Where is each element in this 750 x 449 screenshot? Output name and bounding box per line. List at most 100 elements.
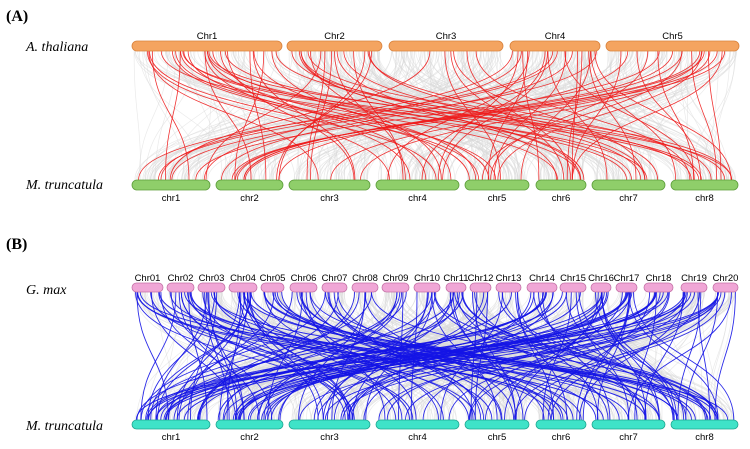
b-background-link: [610, 291, 724, 421]
a-bottom-chr-label-chr7: chr7: [619, 193, 637, 204]
b-syntenic-link: [628, 291, 719, 421]
b-bottom-chr-bar-chr5: [464, 419, 530, 430]
a-background-link: [208, 50, 227, 181]
b-syntenic-link: [222, 291, 398, 421]
b-syntenic-link: [140, 291, 326, 421]
a-bottom-chr-bar-chr7: [591, 179, 666, 191]
a-background-link: [133, 50, 142, 181]
b-top-chr-bar-chr18: [643, 282, 674, 293]
b-top-chr-label-chr08: Chr08: [352, 273, 378, 284]
a-syntenic-link: [497, 50, 702, 181]
a-syntenic-link: [310, 50, 332, 181]
b-top-chr-bar-chr04: [228, 282, 258, 293]
b-top-chr-bar-chr03: [197, 282, 226, 293]
b-top-chr-label-chr18: Chr18: [646, 273, 672, 284]
a-syntenic-link: [182, 50, 700, 181]
a-background-link: [270, 50, 353, 181]
a-syntenic-link: [138, 50, 554, 181]
b-syntenic-link: [169, 291, 562, 421]
a-background-link: [238, 50, 251, 181]
b-syntenic-link: [454, 291, 706, 421]
b-top-chr-bar-chr02: [166, 282, 195, 293]
a-syntenic-link: [165, 50, 181, 181]
a-bottom-chr-label-chr4: chr4: [408, 193, 426, 204]
panel-a-top-chromosomes: Chr1 Chr2 Chr3 Chr4 Chr5: [131, 31, 740, 52]
a-syntenic-link: [203, 50, 522, 181]
b-top-chr-label-chr06: Chr06: [291, 273, 317, 284]
a-background-link: [325, 50, 421, 181]
a-bottom-chr-label-chr8: chr8: [695, 193, 713, 204]
a-syntenic-link: [310, 50, 442, 181]
b-syntenic-link: [515, 291, 568, 421]
b-top-chr-bar-chr16: [590, 282, 612, 293]
b-background-link: [403, 291, 633, 421]
a-syntenic-link: [336, 50, 557, 181]
b-top-chr-label-chr14: Chr14: [529, 273, 555, 284]
b-syntenic-link: [242, 291, 403, 421]
a-syntenic-link: [149, 50, 437, 181]
b-syntenic-link: [140, 291, 177, 421]
b-top-chr-label-chr03: Chr03: [199, 273, 225, 284]
a-syntenic-link: [291, 50, 692, 181]
a-background-link: [550, 50, 722, 181]
b-top-chr-bar-chr05: [260, 282, 285, 293]
b-bottom-chr-label-chr4: chr4: [408, 432, 426, 443]
b-syntenic-link: [472, 291, 516, 421]
panel-b-top-chromosomes: Chr01 Chr02 Chr03 Chr04 Chr05 Chr06 Chr07 Chr08…: [131, 273, 738, 293]
a-background-link: [311, 50, 469, 181]
b-syntenic-link: [239, 291, 657, 421]
b-top-chr-label-chr11: Chr11: [443, 273, 468, 284]
a-syntenic-link: [160, 50, 627, 181]
a-background-link: [566, 50, 619, 181]
a-syntenic-link: [152, 50, 190, 181]
a-bottom-chr-bar-chr2: [215, 179, 284, 191]
b-syntenic-link: [501, 291, 687, 421]
a-syntenic-link: [278, 50, 366, 181]
a-bottom-chr-bar-chr5: [464, 179, 530, 191]
b-background-link: [158, 291, 601, 421]
b-bottom-chr-label-chr1: chr1: [162, 432, 180, 443]
b-background-link: [426, 291, 575, 421]
b-syntenic-link: [364, 291, 515, 421]
a-syntenic-link: [183, 50, 648, 181]
b-background-link: [231, 291, 491, 421]
b-top-chr-bar-chr19: [680, 282, 708, 293]
b-bottom-chr-bar-chr4: [375, 419, 460, 430]
b-background-link: [559, 291, 697, 421]
b-syntenic-link: [207, 291, 245, 421]
b-background-link: [163, 291, 179, 421]
b-syntenic-link: [324, 291, 719, 421]
a-syntenic-link: [253, 50, 477, 181]
a-syntenic-link: [572, 50, 622, 181]
a-background-link: [624, 50, 651, 181]
b-syntenic-link: [299, 291, 564, 421]
b-background-link: [711, 291, 734, 421]
b-syntenic-link: [440, 291, 503, 421]
b-top-chr-label-chr15: Chr15: [560, 273, 586, 284]
a-syntenic-link: [453, 50, 646, 181]
a-syntenic-link: [204, 50, 252, 181]
panel-b: (B) G. max M. truncatula Chr01 Chr02 Chr03…: [6, 236, 738, 443]
a-background-link: [236, 50, 307, 181]
a-syntenic-link: [207, 50, 490, 181]
b-syntenic-link: [168, 291, 293, 421]
b-top-chr-bar-chr10: [413, 282, 441, 293]
a-background-link: [190, 50, 223, 181]
a-bottom-chr-bar-chr1: [131, 179, 211, 191]
a-syntenic-link: [547, 50, 608, 181]
b-syntenic-link: [264, 291, 581, 421]
b-syntenic-link: [187, 291, 476, 421]
b-syntenic-link: [250, 291, 679, 421]
b-syntenic-link: [189, 291, 629, 421]
b-syntenic-link: [197, 291, 360, 421]
a-background-link: [315, 50, 364, 181]
a-syntenic-link: [249, 50, 267, 181]
b-bottom-chr-bar-chr3: [288, 419, 371, 430]
b-top-chr-label-chr01: Chr01: [135, 273, 161, 284]
a-syntenic-link: [243, 50, 673, 181]
a-syntenic-link: [450, 50, 565, 181]
b-syntenic-link: [542, 291, 572, 421]
a-syntenic-link: [438, 50, 519, 181]
a-background-link: [673, 50, 712, 181]
a-background-link: [581, 50, 689, 181]
